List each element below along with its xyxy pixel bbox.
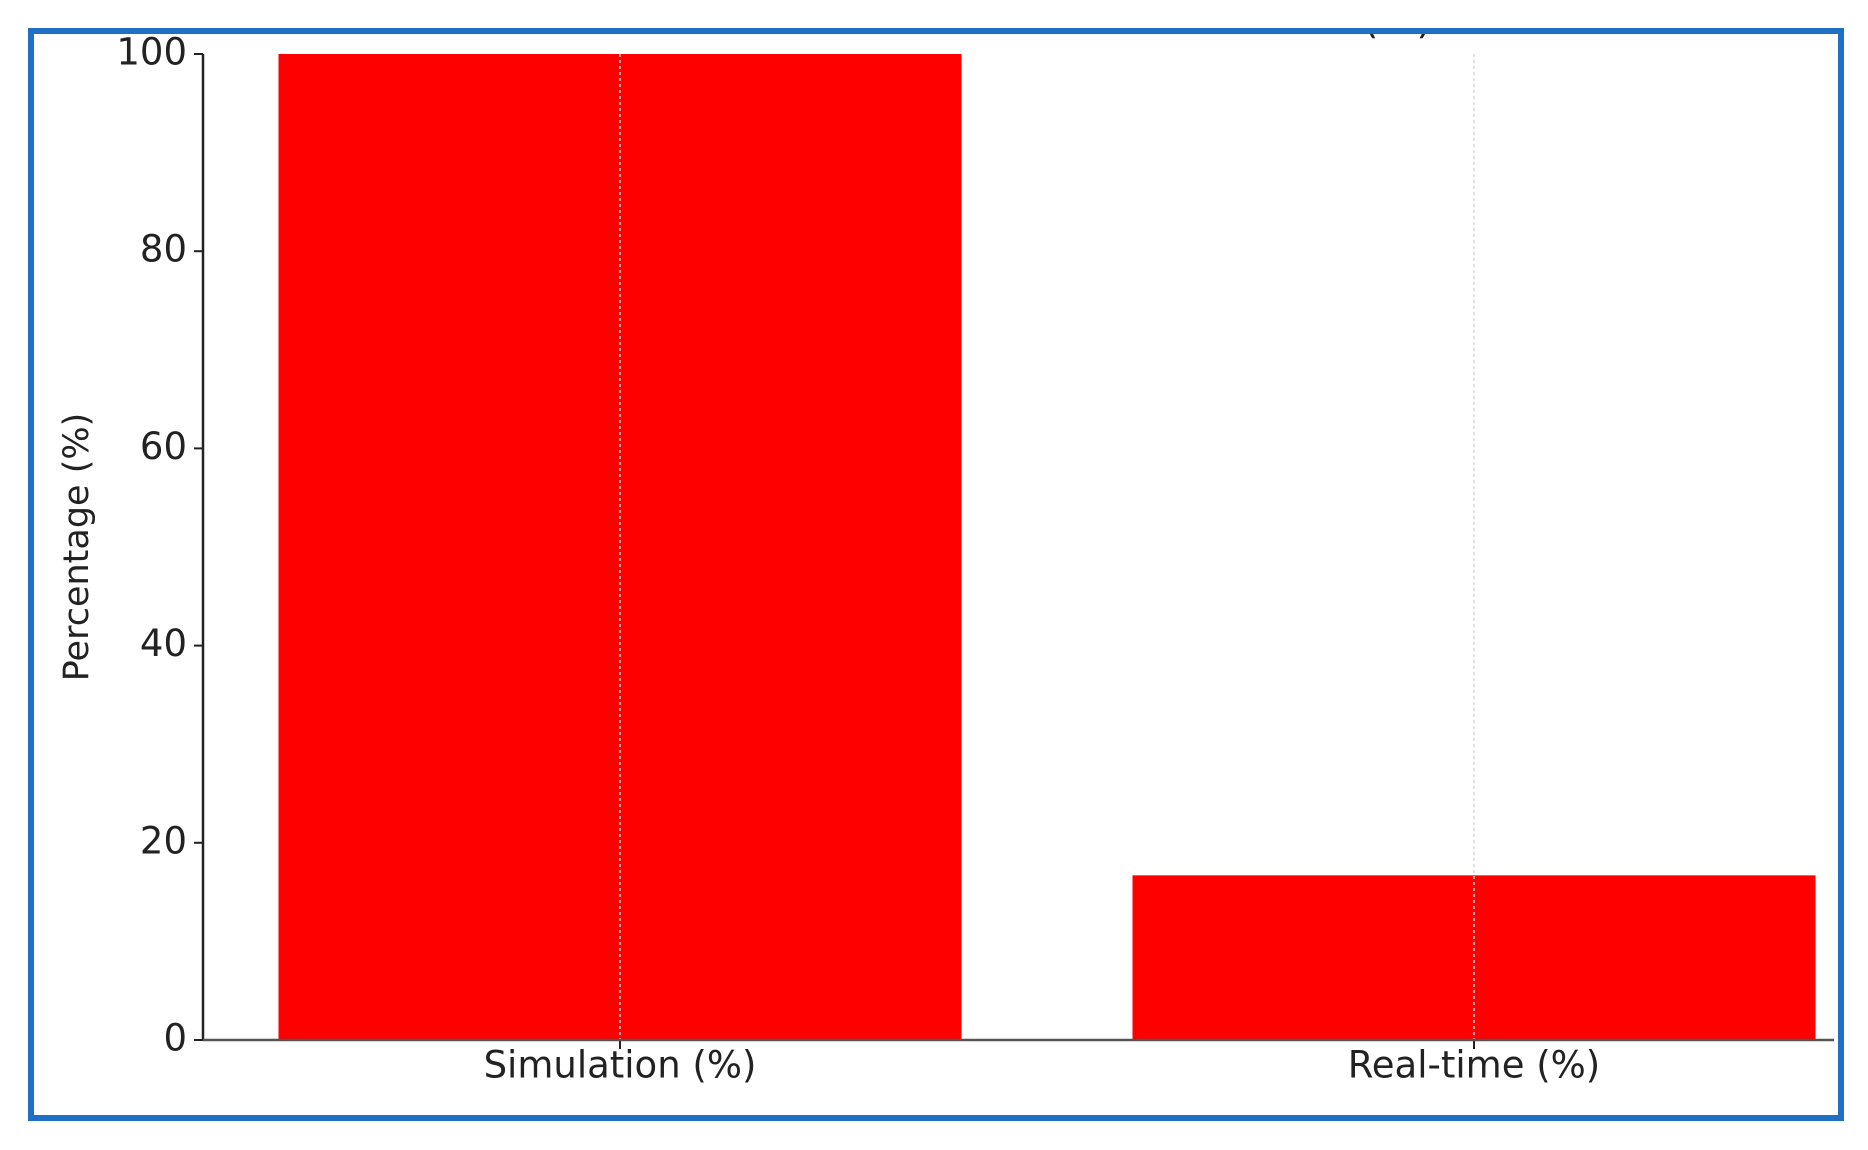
y-tick-label: 60	[140, 425, 187, 468]
y-tick-label: 100	[116, 31, 187, 74]
x-tick-label: Real-time (%)	[1348, 1044, 1601, 1087]
y-tick-label: 0	[163, 1017, 187, 1060]
y-tick-label: 20	[140, 819, 187, 862]
y-tick-label: 40	[140, 622, 187, 665]
y-tick-label: 80	[140, 228, 187, 271]
frame-border	[28, 28, 1844, 1121]
chart-title: Simulation vs Real-time Environment (%)	[608, 0, 1432, 43]
plot-area: Simulation vs Real-time Environment (%) …	[116, 0, 1834, 1087]
y-axis-label: Percentage (%)	[57, 413, 97, 682]
x-tick-label: Simulation (%)	[484, 1044, 757, 1087]
